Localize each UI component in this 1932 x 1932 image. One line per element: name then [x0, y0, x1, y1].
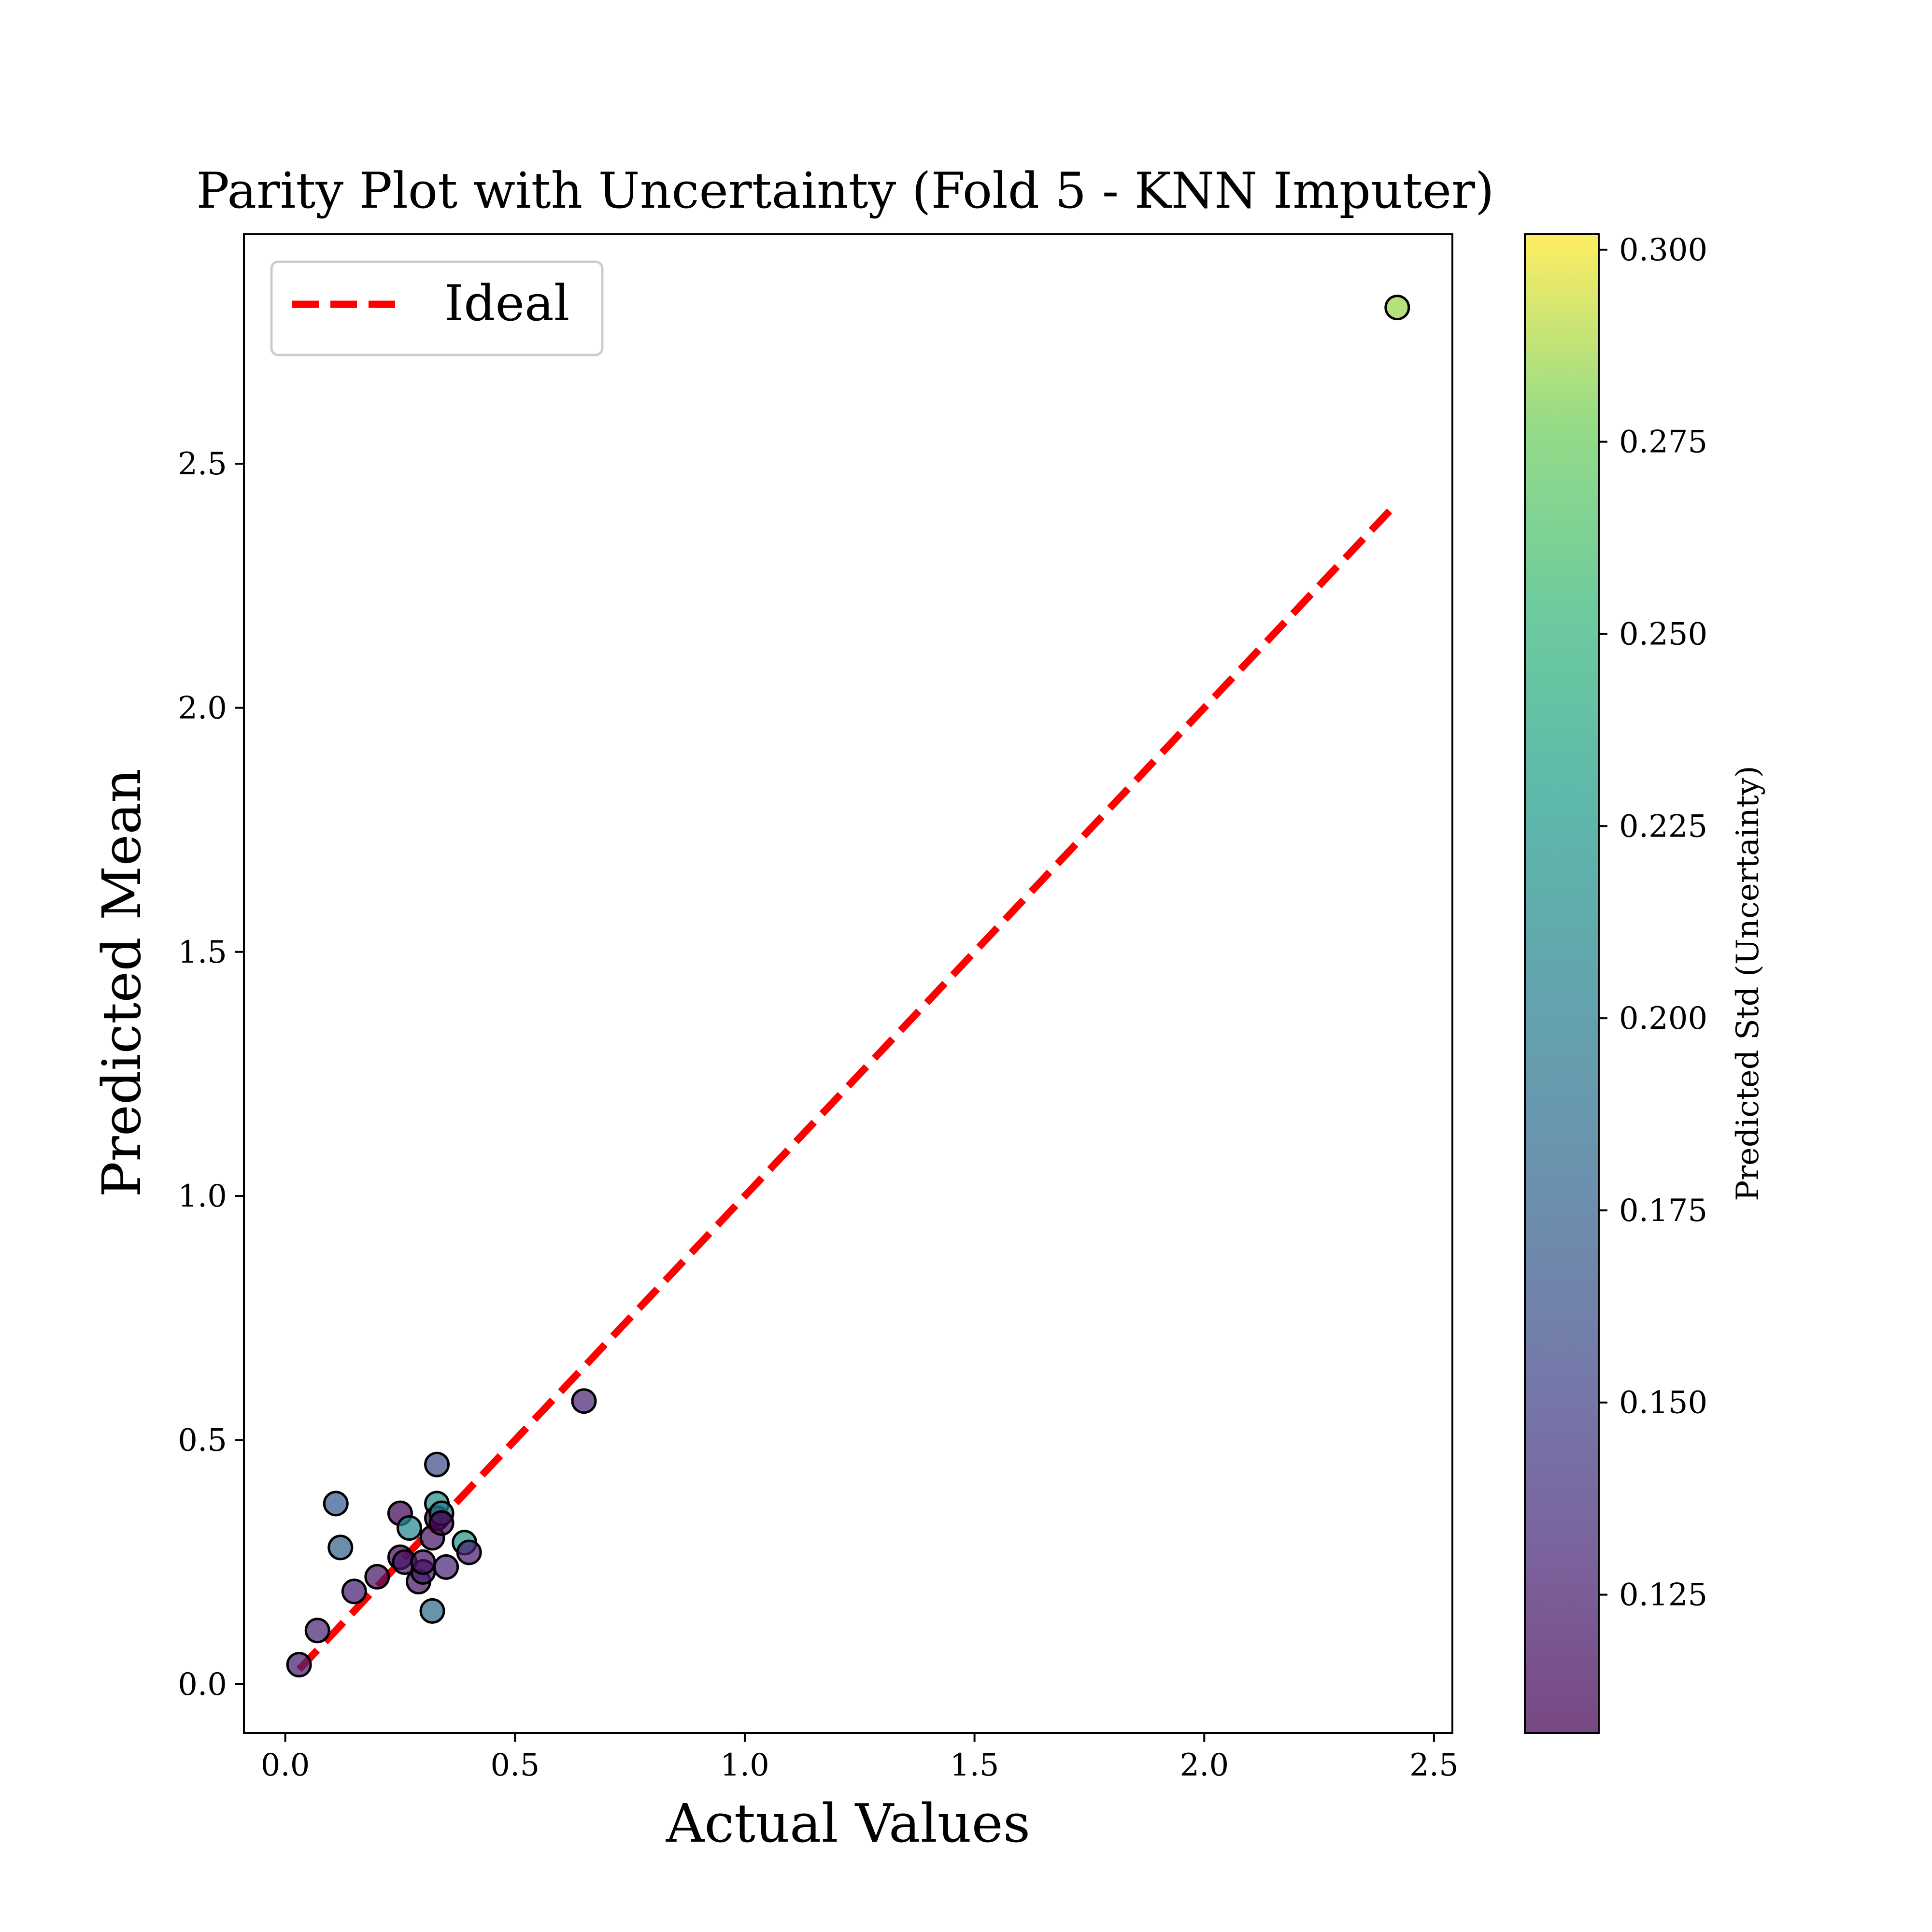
- colorbar-gradient: [1524, 233, 1600, 1734]
- scatter-point: [419, 1598, 445, 1624]
- y-tick-label: 2.5: [178, 446, 227, 482]
- scatter-point: [396, 1515, 422, 1541]
- y-tick-label: 1.0: [178, 1179, 227, 1214]
- y-tick-label: 0.0: [178, 1667, 227, 1703]
- scatter-point: [323, 1491, 349, 1517]
- scatter-point: [410, 1549, 436, 1575]
- plot-area: [243, 233, 1453, 1734]
- colorbar-tick-label: 0.275: [1619, 425, 1707, 460]
- y-tick-label: 1.5: [178, 935, 227, 970]
- colorbar-ticks: 0.125 0.150 0.175 0.200 0.225 0.250 0.275 0.300: [1599, 232, 1707, 1613]
- colorbar-tick-label: 0.125: [1619, 1577, 1707, 1613]
- scatter-point: [286, 1651, 312, 1677]
- plot-frame: [243, 233, 1453, 1734]
- chart-title: Parity Plot with Uncertainty (Fold 5 - K…: [196, 162, 1494, 220]
- scatter-point: [327, 1534, 354, 1561]
- x-tick-label: 0.5: [490, 1747, 540, 1783]
- y-tick-label: 2.0: [178, 690, 227, 726]
- scatter-point: [424, 1451, 450, 1477]
- scatter-point: [571, 1388, 597, 1414]
- x-tick-label: 1.5: [950, 1747, 999, 1783]
- y-axis-label: Predicted Mean: [91, 768, 153, 1197]
- scatter-point: [304, 1618, 330, 1644]
- colorbar-label: Predicted Std (Uncertainty): [1730, 766, 1766, 1201]
- x-tick-label: 2.0: [1179, 1747, 1229, 1783]
- colorbar: 0.125 0.150 0.175 0.200 0.225 0.250 0.275 0.300…: [1524, 232, 1766, 1734]
- colorbar-tick-label: 0.200: [1619, 1001, 1707, 1037]
- x-axis-ticks: 0.0 0.5 1.0 1.5 2.0 2.5: [261, 1733, 1459, 1783]
- y-tick-label: 0.5: [178, 1423, 227, 1459]
- legend-box: [270, 260, 604, 356]
- x-tick-label: 0.0: [261, 1747, 310, 1783]
- scatter-point: [364, 1564, 390, 1590]
- colorbar-tick-label: 0.150: [1619, 1385, 1707, 1421]
- scatter-point: [428, 1510, 455, 1536]
- scatter-point: [433, 1554, 459, 1580]
- scatter-point: [341, 1578, 367, 1605]
- colorbar-tick-label: 0.225: [1619, 809, 1707, 844]
- scatter-point: [456, 1539, 482, 1565]
- colorbar-tick-label: 0.175: [1619, 1193, 1707, 1229]
- scatter-point: [1384, 295, 1410, 321]
- x-tick-label: 2.5: [1409, 1747, 1459, 1783]
- legend: Ideal: [270, 260, 604, 356]
- legend-ideal-label: Ideal: [444, 275, 569, 332]
- scatter-points-layer: [286, 295, 1410, 1677]
- x-axis-label: Actual Values: [666, 1792, 1030, 1854]
- x-tick-label: 1.0: [720, 1747, 769, 1783]
- colorbar-tick-label: 0.250: [1619, 616, 1707, 652]
- y-axis-ticks: 0.0 0.5 1.0 1.5 2.0 2.5: [178, 446, 244, 1703]
- colorbar-tick-label: 0.300: [1619, 232, 1707, 268]
